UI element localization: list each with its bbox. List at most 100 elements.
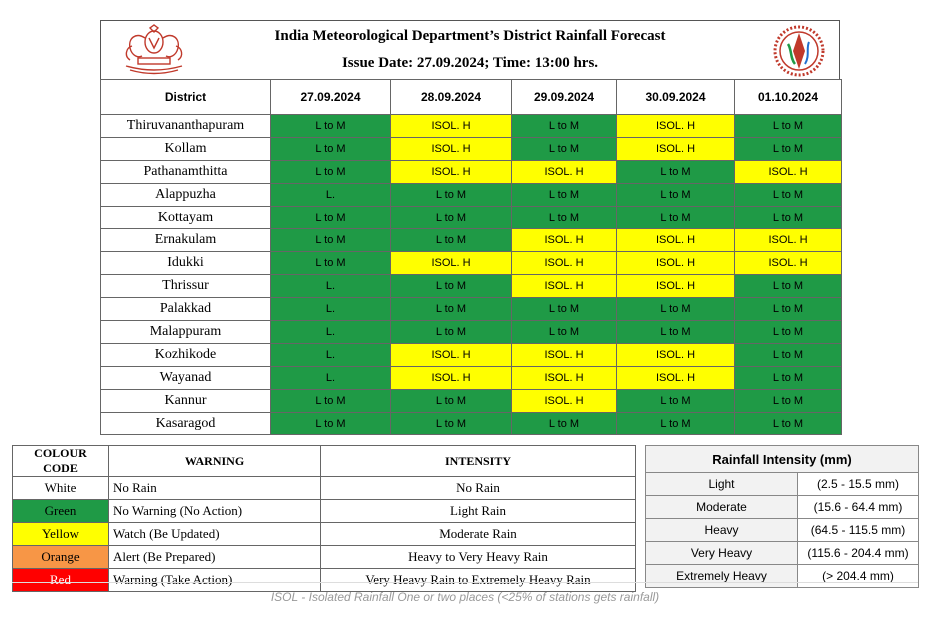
forecast-cell: L to M (390, 320, 512, 344)
forecast-cell: ISOL. H (616, 251, 735, 276)
forecast-cell: L. (270, 297, 391, 322)
forecast-cell: L to M (390, 411, 512, 436)
date-header: 29.09.2024 (511, 79, 617, 115)
forecast-cell: ISOL. H (616, 365, 735, 390)
intensity-row: Very Heavy (115.6 - 204.4 mm) (645, 541, 920, 565)
forecast-cell: L to M (390, 388, 512, 413)
forecast-cell: L to M (511, 411, 617, 436)
forecast-cell: L to M (511, 114, 617, 138)
forecast-cell: L to M (270, 251, 391, 276)
forecast-cell: ISOL. H (616, 228, 735, 253)
forecast-cell: ISOL. H (616, 114, 735, 138)
forecast-cell: L to M (734, 274, 842, 299)
district-header: District (100, 79, 271, 115)
warning-text: No Warning (No Action) (108, 499, 321, 523)
forecast-cell: ISOL. H (734, 228, 842, 253)
district-name: Idukki (100, 251, 271, 276)
forecast-cell: ISOL. H (390, 251, 512, 276)
date-header: 28.09.2024 (390, 79, 512, 115)
district-name: Kozhikode (100, 342, 271, 367)
forecast-cell: L to M (270, 388, 391, 413)
legend-row: Orange Alert (Be Prepared) Heavy to Very H… (12, 545, 636, 569)
forecast-cell: L to M (511, 136, 617, 161)
forecast-cell: L to M (390, 205, 512, 230)
intensity-text: Light Rain (320, 499, 636, 523)
district-name: Ernakulam (100, 228, 271, 253)
forecast-cell: L to M (616, 388, 735, 413)
colour-swatch: Red (12, 568, 109, 592)
forecast-cell: L to M (734, 388, 842, 413)
forecast-cell: L to M (616, 205, 735, 230)
district-row: Idukki L to M ISOL. H ISOL. H ISOL. H ISOL. H (100, 251, 842, 276)
forecast-cell: L to M (734, 365, 842, 390)
forecast-cell: ISOL. H (511, 159, 617, 184)
forecast-cell: ISOL. H (511, 274, 617, 299)
issue-date: Issue Date: 27.09.2024; Time: 13:00 hrs. (341, 55, 599, 71)
forecast-cell: L to M (734, 297, 842, 322)
legend-row: Red Warning (Take Action) Very Heavy Rain … (12, 568, 636, 592)
district-name: Alappuzha (100, 182, 271, 207)
district-name: Pathanamthitta (100, 159, 271, 184)
colour-code-legend: COLOUR CODE WARNING INTENSITY White No Ra… (12, 445, 636, 592)
forecast-cell: L to M (270, 205, 391, 230)
district-name: Kottayam (100, 205, 271, 230)
forecast-cell: L to M (734, 411, 842, 436)
legend-row: Yellow Watch (Be Updated) Moderate Rain (12, 522, 636, 546)
forecast-cell: L. (270, 182, 391, 207)
forecast-cell: L to M (616, 182, 735, 207)
forecast-cell: L to M (511, 205, 617, 230)
intensity-range: (2.5 - 15.5 mm) (796, 472, 920, 496)
date-header: 30.09.2024 (616, 79, 735, 115)
forecast-cell: ISOL. H (511, 365, 617, 390)
forecast-cell: ISOL. H (734, 159, 842, 184)
forecast-cell: L. (270, 365, 391, 390)
forecast-cell: L to M (734, 182, 842, 207)
district-name: Kannur (100, 388, 271, 413)
legend-header: COLOUR CODE (12, 445, 109, 477)
forecast-cell: L. (270, 320, 391, 344)
rainfall-intensity-table: Rainfall Intensity (mm) Light (2.5 - 15.5… (644, 445, 920, 588)
intensity-range: (64.5 - 115.5 mm) (796, 518, 920, 542)
forecast-cell: L to M (511, 297, 617, 322)
kerala-emblem-icon (125, 24, 183, 75)
date-header: 01.10.2024 (734, 79, 842, 115)
forecast-cell: L to M (511, 182, 617, 207)
district-name: Wayanad (100, 365, 271, 390)
intensity-row: Light (2.5 - 15.5 mm) (645, 472, 920, 496)
forecast-cell: L to M (270, 159, 391, 184)
intensity-label: Heavy (645, 518, 798, 542)
legend-header: WARNING (108, 445, 321, 477)
colour-swatch: Orange (12, 545, 109, 569)
forecast-cell: L to M (270, 411, 391, 436)
forecast-cell: L to M (390, 274, 512, 299)
forecast-cell: L to M (616, 411, 735, 436)
forecast-cell: L to M (734, 136, 842, 161)
colour-swatch: Green (12, 499, 109, 523)
warning-text: Warning (Take Action) (108, 568, 321, 592)
forecast-cell: ISOL. H (734, 251, 842, 276)
district-name: Thiruvananthapuram (100, 114, 271, 138)
colour-swatch: Yellow (12, 522, 109, 546)
intensity-label: Light (645, 472, 798, 496)
forecast-cell: ISOL. H (616, 342, 735, 367)
warning-text: Alert (Be Prepared) (108, 545, 321, 569)
forecast-cell: ISOL. H (616, 274, 735, 299)
forecast-cell: L to M (734, 205, 842, 230)
intensity-row: Heavy (64.5 - 115.5 mm) (645, 518, 920, 542)
forecast-cell: L to M (734, 320, 842, 344)
colour-swatch: White (12, 476, 109, 500)
forecast-cell: L to M (270, 228, 391, 253)
legend-header-row: COLOUR CODE WARNING INTENSITY (12, 445, 636, 477)
intensity-text: No Rain (320, 476, 636, 500)
imd-logo-icon (773, 25, 825, 77)
